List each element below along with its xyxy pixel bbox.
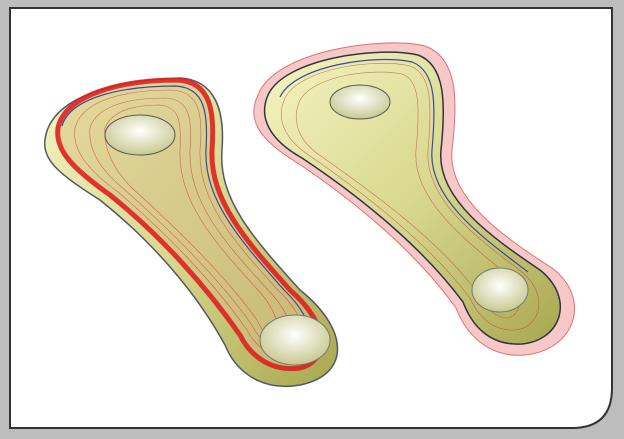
- boundary-curve: [61, 85, 312, 363]
- boundary-curve: [279, 58, 529, 273]
- pocket: [259, 314, 331, 366]
- pocket: [471, 267, 529, 313]
- hole: [329, 84, 391, 120]
- left-part: [43, 77, 339, 387]
- hole: [104, 114, 176, 156]
- right-part: [253, 42, 575, 356]
